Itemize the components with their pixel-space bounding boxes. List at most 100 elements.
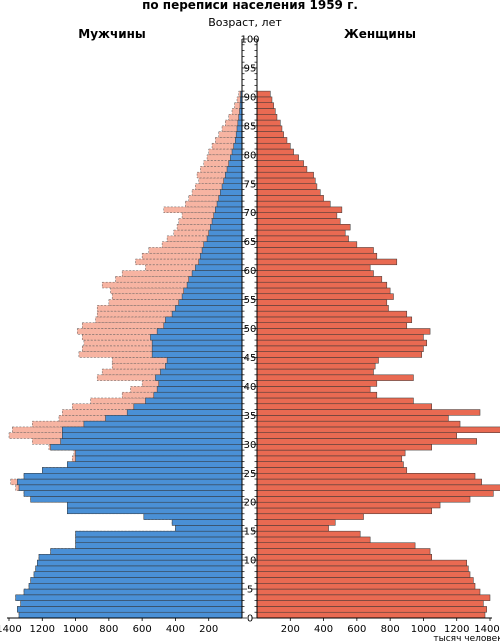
age-tick-label: 20 [244,498,257,509]
female-bar [256,154,299,161]
female-bar [256,391,378,399]
male-bar [226,166,243,173]
male-bar [181,293,243,300]
female-bar [256,299,388,306]
male-bar [178,299,243,306]
female-bar [256,606,487,613]
male-bar [153,391,243,399]
age-tick-label: 30 [244,440,257,451]
male-bar [15,594,243,601]
age-tick-label: 95 [244,63,257,74]
age-tick-label: 15 [244,527,257,538]
female-x-tick-label: 1400 [474,624,499,635]
female-bar [256,287,391,295]
female-bar [256,247,374,254]
male-bar [235,137,243,144]
male-bar [215,206,243,213]
tick-labels: 0 5 10 15 20 25 30 35 40 45 50 55 60 65 70 75 80 85 90 95 10… [0,35,500,636]
male-bar [35,565,243,572]
male-bar [23,588,243,596]
female-bar [256,131,284,138]
male-bar [30,577,243,584]
male-bar [151,345,243,352]
female-x-tick-label: 200 [281,624,300,635]
female-bar [256,148,294,156]
age-axis-label: Возраст, лет [208,16,282,29]
male-bar [17,478,243,486]
male-bar [75,455,243,462]
age-tick-label: 100 [240,35,259,46]
male-x-tick-label: 800 [99,624,118,635]
female-bar [256,467,408,474]
male-bar [166,357,243,364]
female-bar [256,171,314,179]
male-bar [188,276,243,283]
male-bar [143,513,243,520]
male-bar [50,548,243,555]
male-bar [151,351,243,358]
female-bar [256,461,404,468]
female-bar [256,501,441,509]
female-bar [256,380,378,387]
age-tick-label: 70 [244,208,257,219]
female-bar [256,142,291,150]
male-bar [33,571,243,578]
male-bar [171,519,243,526]
male-bar [195,264,243,271]
female-bar [256,90,271,98]
male-bar [155,374,243,381]
age-tick-label: 60 [244,266,257,277]
female-bar [256,125,283,132]
male-bar [163,322,243,329]
male-bar [206,235,243,242]
age-tick-label: 85 [244,121,257,132]
male-bar [228,160,243,167]
female-bar [256,345,424,352]
male-bar [66,507,243,515]
axes [6,38,493,621]
female-bar [256,195,324,202]
male-bar [198,258,243,266]
male-bar [213,212,243,219]
male-bar [75,536,243,543]
female-x-tick-label: 400 [314,624,333,635]
female-label: Женщины [344,27,416,41]
male-bar [18,484,243,491]
female-bar [256,542,416,549]
male-x-tick-label: 600 [133,624,152,635]
female-bar [256,432,457,439]
female-bar [256,559,467,567]
female-bar [256,513,364,520]
female-bar [256,473,476,480]
female-bar [256,415,449,422]
female-bar [256,374,414,381]
female-bar [256,478,482,486]
female-bar [256,322,408,329]
female-bar [256,386,371,393]
female-bar [256,252,378,260]
male-bar [165,316,243,323]
female-bar [256,455,403,462]
female-bar [256,594,491,601]
female-bar [256,368,374,376]
female-bar [256,444,433,451]
female-bar [256,102,274,109]
female-bar [256,177,316,185]
female-bar [256,507,433,515]
female-bar [256,611,486,619]
male-x-tick-label: 1200 [30,624,55,635]
female-bar [256,351,423,358]
age-tick-label: 90 [244,92,257,103]
female-bar [256,403,433,410]
male-bar [231,148,243,156]
male-bar [183,287,243,295]
female-bar [256,229,346,237]
female-bar [256,357,379,364]
male-bar [165,362,243,370]
male-bar [38,554,243,561]
female-bar [256,339,428,347]
male-bar [156,328,243,335]
female-bar [256,264,371,271]
female-bar [256,334,424,341]
female-bar [256,438,477,445]
